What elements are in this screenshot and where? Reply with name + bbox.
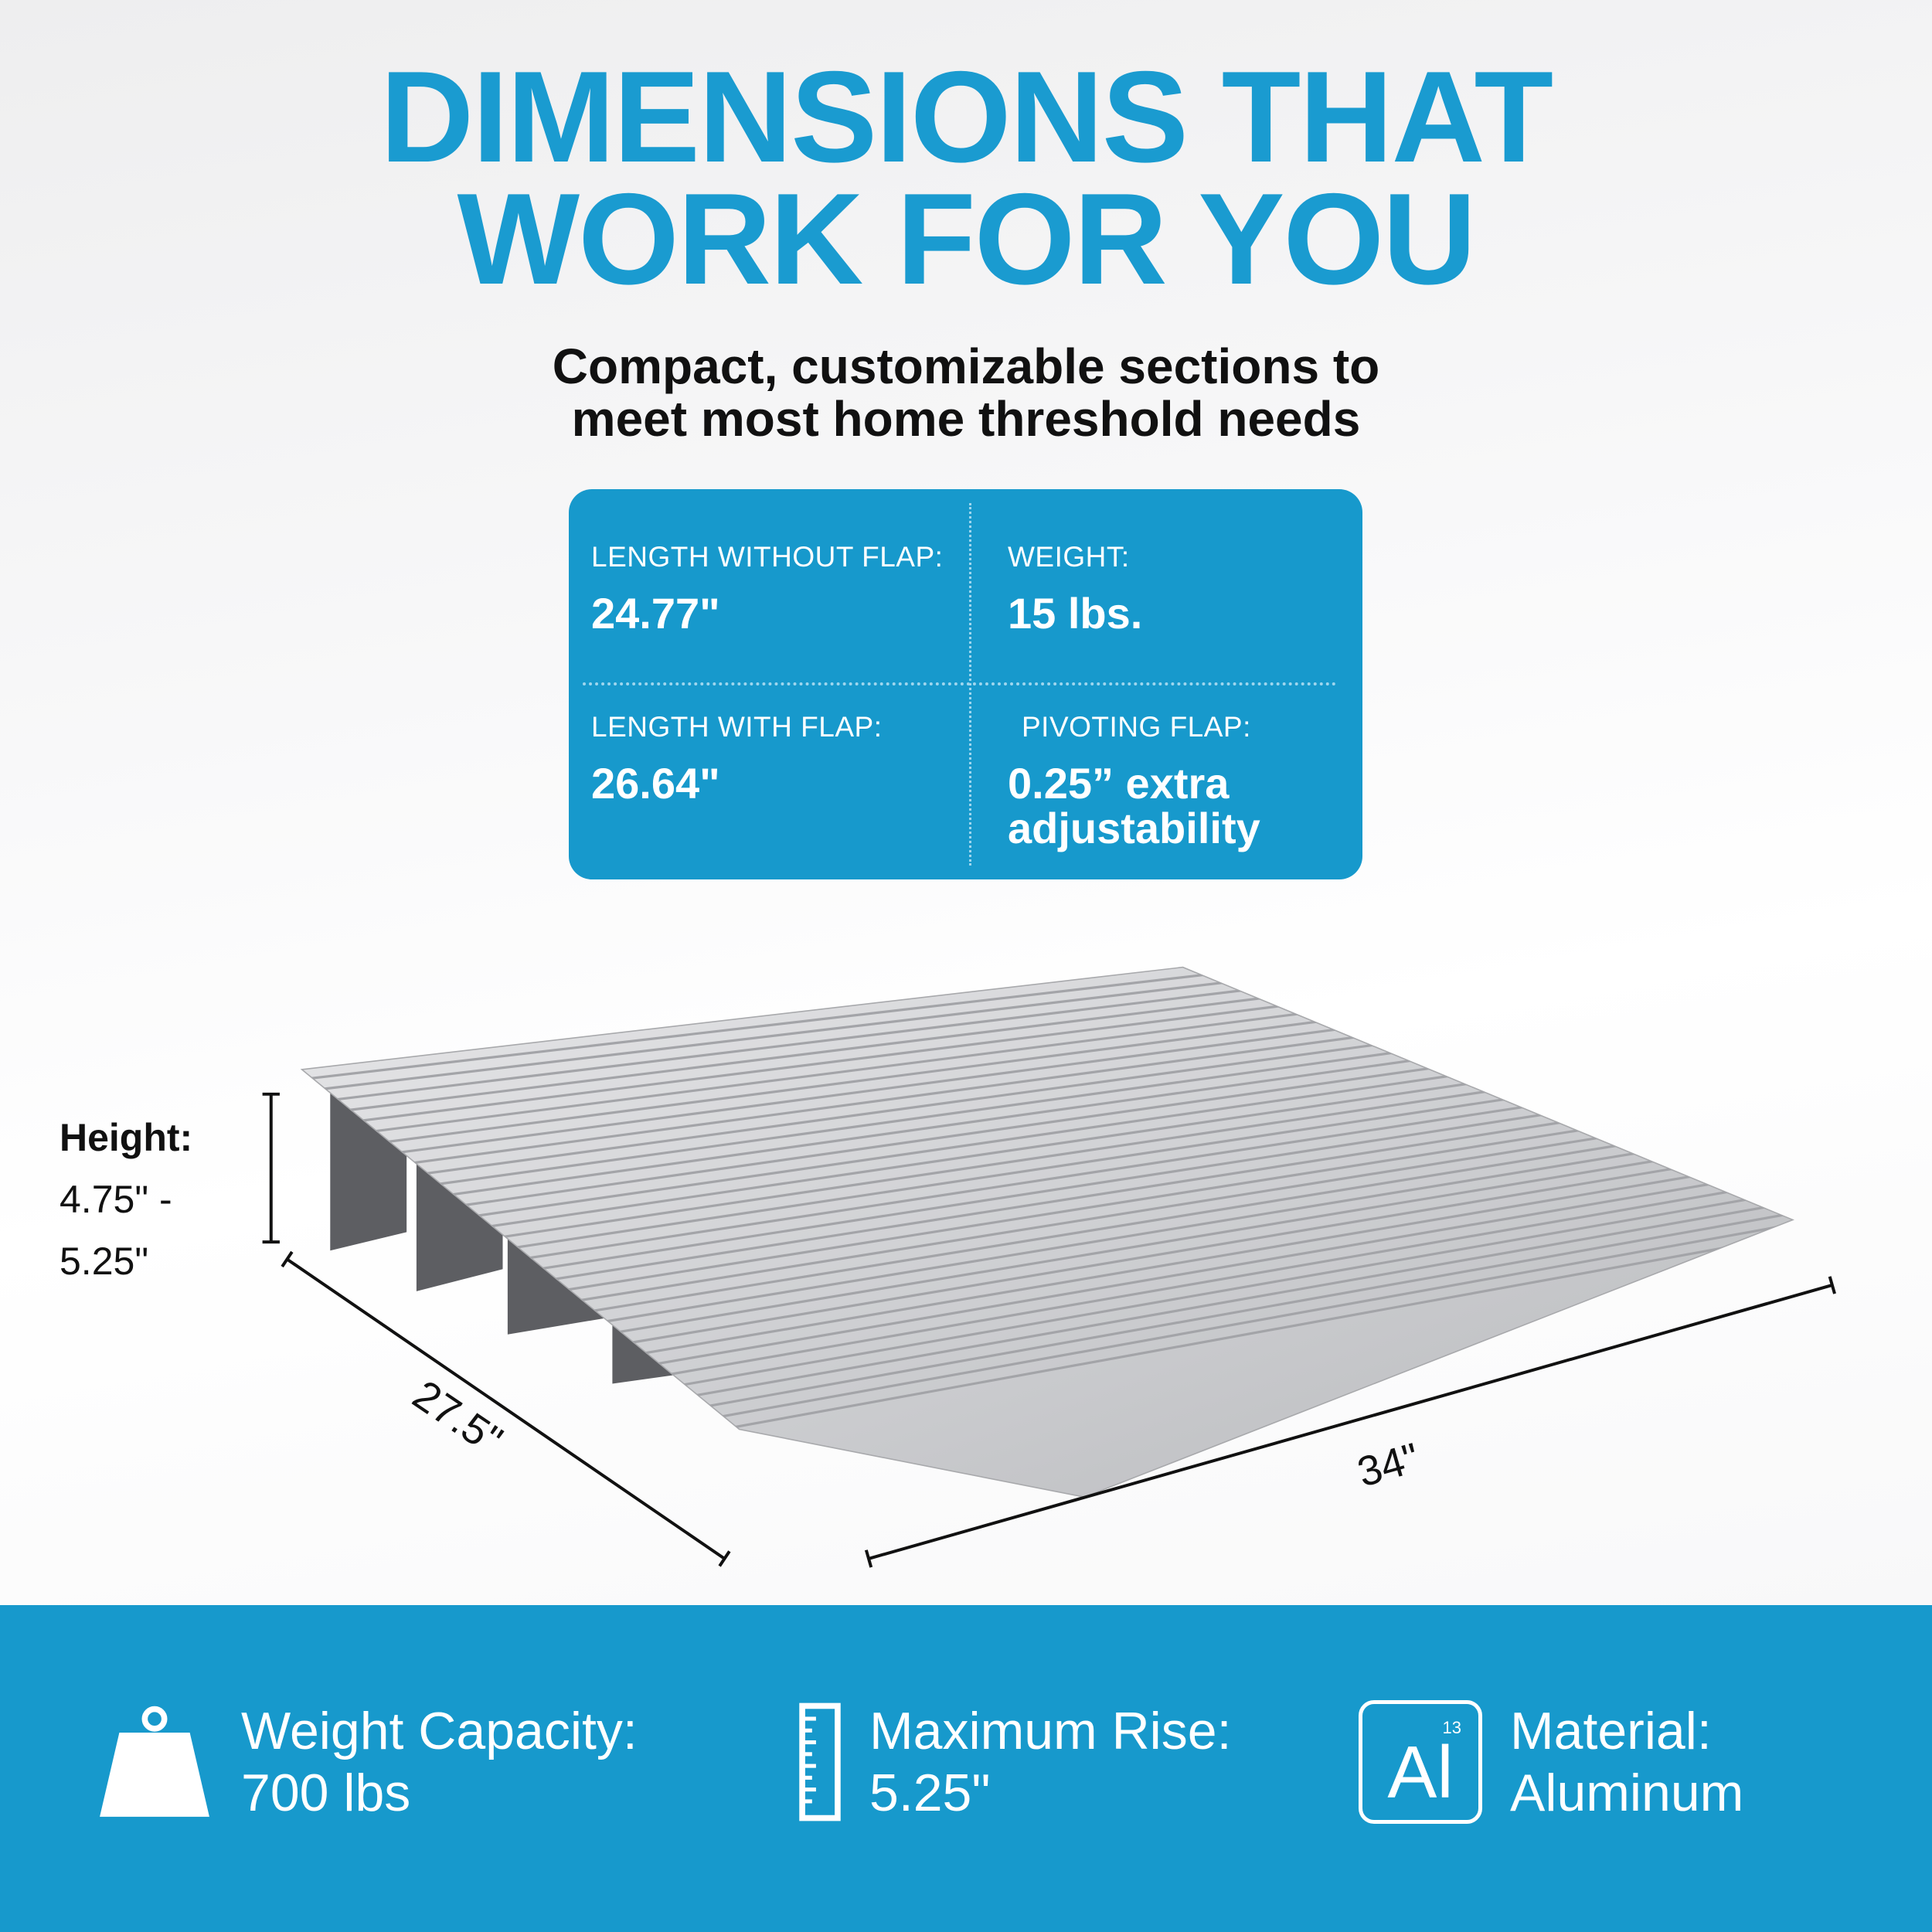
specs-panel: LENGTH WITHOUT FLAP: 24.77" WEIGHT: 15 l…: [569, 489, 1362, 879]
feature-weight-capacity: Weight Capacity: 700 lbs: [96, 1700, 638, 1824]
spec-weight: WEIGHT: 15 lbs.: [1008, 541, 1143, 638]
ramp-surface: [300, 966, 1794, 1498]
aluminum-element-icon: 13 Al: [1359, 1700, 1482, 1824]
page-title: DIMENSIONS THAT WORK FOR YOU: [379, 44, 1553, 311]
width-label: 34": [1352, 1434, 1424, 1496]
subtitle: Compact, customizable sections to meet m…: [552, 338, 1380, 447]
spec-pivoting-flap: PIVOTING FLAP: 0.25” extra adjustability: [1008, 711, 1260, 852]
ruler-icon: [799, 1702, 841, 1821]
height-dimension: Height: 4.75" - 5.25": [60, 1116, 193, 1283]
spec-length-without-flap: LENGTH WITHOUT FLAP: 24.77": [591, 541, 944, 638]
dimension-lines: [262, 1092, 1836, 1568]
divider: [583, 682, 1336, 685]
feature-material: 13 Al Material: Aluminum: [1359, 1700, 1743, 1824]
ramp-groove: [726, 1192, 1793, 1430]
spec-length-with-flap: LENGTH WITH FLAP: 26.64": [591, 711, 883, 808]
ramp-groove: [610, 1125, 1793, 1335]
ramp-groove: [700, 1178, 1793, 1409]
ramp-groove: [687, 1170, 1793, 1399]
features-band: [0, 1605, 1932, 1932]
ramp-groove: [648, 1148, 1793, 1366]
ramp-groove: [636, 1141, 1793, 1356]
feature-maximum-rise: Maximum Rise: 5.25": [798, 1700, 1232, 1824]
depth-label: 27.5": [405, 1372, 511, 1464]
ramp-groove: [662, 1155, 1793, 1377]
weight-icon: [100, 1706, 209, 1817]
ramp-groove: [623, 1133, 1793, 1345]
ramp-groove: [675, 1162, 1793, 1388]
